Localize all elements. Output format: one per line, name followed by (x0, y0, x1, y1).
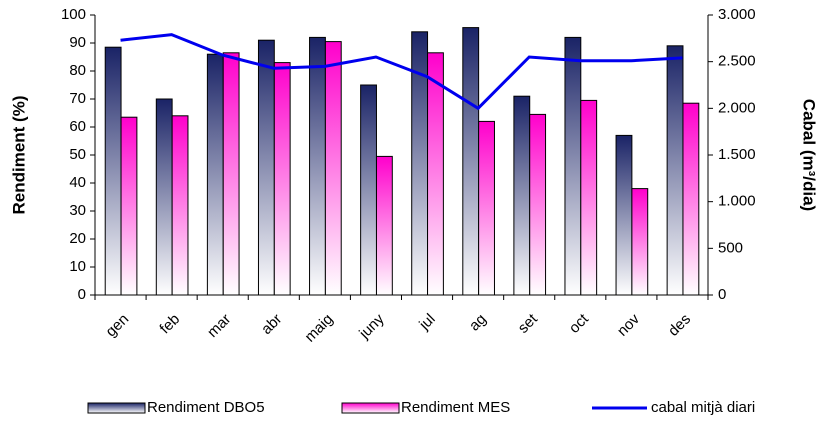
y-tick-label: 20 (69, 230, 86, 247)
bar (580, 99, 598, 296)
legend-swatch (87, 402, 146, 414)
y-axis-title: Rendiment (%) (9, 96, 28, 215)
x-tick-label: abr (258, 311, 285, 338)
y-tick-label: 10 (69, 258, 86, 275)
x-tick-label: oct (566, 310, 593, 337)
legend-label: Rendiment MES (401, 399, 510, 416)
y2-tick-label: 500 (718, 239, 743, 256)
x-tick-label: maig (301, 311, 336, 346)
bar (155, 98, 173, 296)
bar (360, 84, 377, 296)
y2-axis-title: Cabal (m³/dia) (800, 99, 819, 211)
bar (682, 102, 700, 296)
bar (104, 46, 122, 296)
y-tick-label: 60 (69, 118, 86, 135)
y2-tick-label: 1.000 (718, 193, 756, 210)
x-tick-label: mar (204, 311, 234, 341)
bar (513, 95, 531, 296)
bar (120, 116, 138, 296)
y2-tick-label: 1.500 (718, 146, 756, 163)
y-tick-label: 30 (69, 202, 86, 219)
line-series (120, 33, 683, 111)
y-tick-label: 50 (69, 146, 86, 163)
y2-tick-label: 0 (718, 286, 726, 303)
y-tick-label: 80 (69, 62, 86, 79)
x-tick-label: nov (614, 310, 643, 339)
y2-tick-label: 2.500 (718, 53, 756, 70)
bar (375, 155, 393, 296)
y-tick-label: 70 (69, 90, 86, 107)
bar (257, 39, 275, 296)
bar (309, 36, 326, 296)
y-tick-label: 90 (69, 34, 86, 51)
bar (615, 134, 633, 296)
x-tick-label: jul (415, 311, 438, 334)
bar (273, 62, 291, 296)
bar (462, 27, 480, 296)
legend-label: cabal mitjà diari (651, 399, 755, 416)
y-tick-label: 100 (61, 6, 86, 23)
bar (206, 53, 224, 296)
y2-tick-label: 2.000 (718, 99, 756, 116)
legend-swatch (341, 402, 400, 414)
bar (427, 52, 444, 296)
legend-label: Rendiment DBO5 (147, 399, 265, 416)
x-tick-label: set (515, 310, 542, 337)
y-tick-label: 40 (69, 174, 86, 191)
bar (171, 115, 189, 296)
bar (478, 120, 495, 296)
bar (222, 52, 240, 296)
y-tick-label: 0 (78, 286, 86, 303)
x-tick-label: feb (156, 311, 183, 338)
bar (324, 41, 342, 296)
bar (529, 113, 547, 296)
y2-tick-label: 3.000 (718, 6, 756, 23)
x-tick-label: des (665, 311, 694, 340)
bar (564, 36, 582, 296)
x-tick-label: gen (102, 311, 132, 341)
bar (666, 45, 684, 296)
x-tick-label: ag (466, 311, 490, 335)
bar (631, 188, 649, 296)
x-tick-label: juny (355, 310, 388, 343)
